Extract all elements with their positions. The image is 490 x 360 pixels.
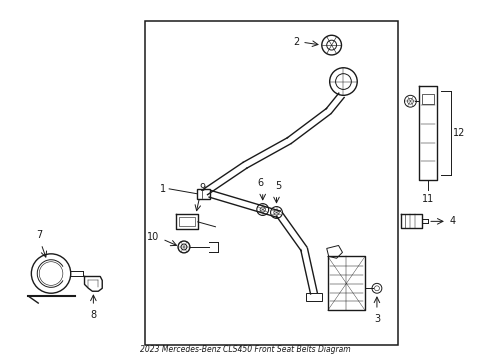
Text: 12: 12 [453, 128, 465, 138]
Text: 5: 5 [275, 181, 282, 191]
Text: 3: 3 [374, 314, 380, 324]
Text: 2: 2 [293, 37, 299, 47]
Text: 4: 4 [450, 216, 456, 226]
Text: 11: 11 [422, 194, 434, 204]
Text: 10: 10 [147, 232, 159, 242]
Text: 6: 6 [258, 178, 264, 188]
Text: 1: 1 [160, 184, 166, 194]
Text: 9: 9 [200, 183, 206, 193]
Text: 8: 8 [90, 310, 97, 320]
Text: 2023 Mercedes-Benz CLS450 Front Seat Belts Diagram: 2023 Mercedes-Benz CLS450 Front Seat Bel… [140, 345, 350, 354]
Text: 7: 7 [36, 230, 42, 240]
